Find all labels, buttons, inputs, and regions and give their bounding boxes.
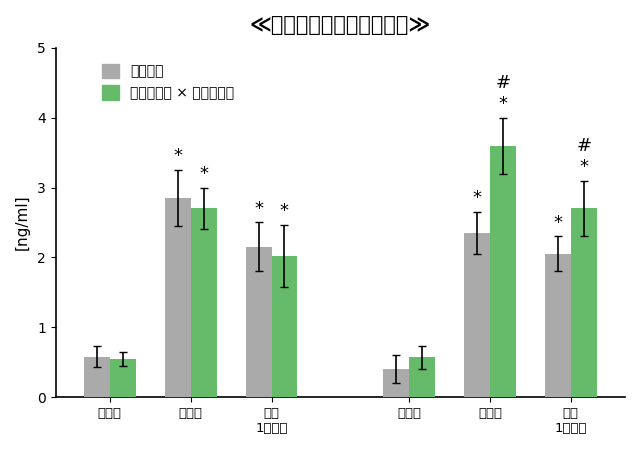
Text: *: * <box>173 147 182 165</box>
Bar <box>271 256 298 397</box>
Bar <box>383 369 409 397</box>
Text: *: * <box>199 165 208 183</box>
Text: *: * <box>472 189 481 207</box>
Bar <box>246 247 271 397</box>
Legend: プラセボ, アルギニン × オルニチン: プラセボ, アルギニン × オルニチン <box>97 58 239 106</box>
Text: *: * <box>280 202 289 220</box>
Bar <box>164 198 191 397</box>
Bar <box>571 208 596 397</box>
Text: #: # <box>495 74 511 92</box>
Bar <box>109 359 136 397</box>
Text: *: * <box>579 158 588 176</box>
Bar <box>191 208 216 397</box>
Text: *: * <box>554 214 563 232</box>
Bar <box>409 357 435 397</box>
Y-axis label: [ng/ml]: [ng/ml] <box>15 195 30 250</box>
Text: *: * <box>499 94 508 112</box>
Bar <box>490 145 516 397</box>
Text: #: # <box>576 137 591 155</box>
Bar <box>84 357 109 397</box>
Text: *: * <box>254 200 263 218</box>
Bar <box>545 254 571 397</box>
Title: ≪血漿中成長ホルモン濃度≫: ≪血漿中成長ホルモン濃度≫ <box>250 15 431 35</box>
Bar <box>464 233 490 397</box>
